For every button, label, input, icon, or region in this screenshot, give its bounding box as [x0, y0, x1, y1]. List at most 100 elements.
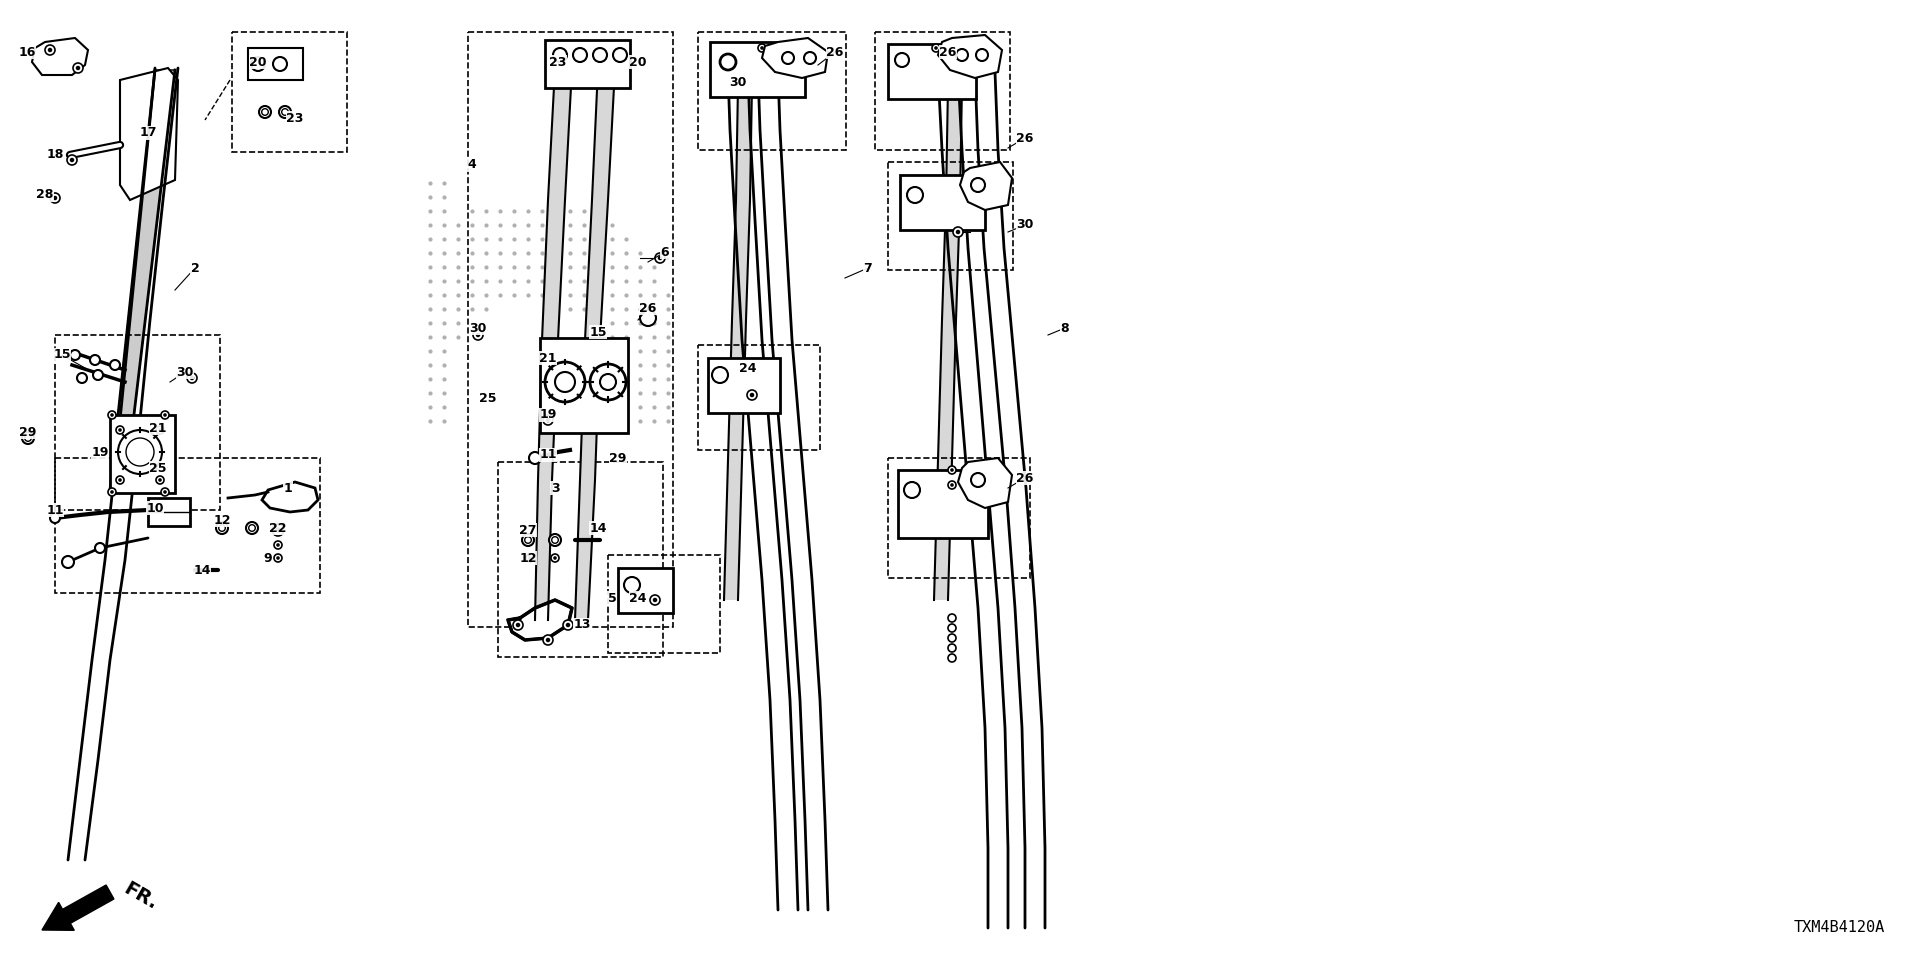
Circle shape — [156, 426, 163, 434]
Circle shape — [956, 229, 960, 234]
Circle shape — [109, 360, 119, 370]
Text: 11: 11 — [540, 448, 557, 462]
Text: 25: 25 — [150, 462, 167, 474]
Text: 17: 17 — [140, 127, 157, 139]
Circle shape — [624, 577, 639, 593]
Text: 21: 21 — [540, 351, 557, 365]
Circle shape — [109, 491, 113, 493]
Text: FR.: FR. — [119, 878, 161, 913]
Circle shape — [522, 534, 534, 546]
Circle shape — [67, 155, 77, 165]
Circle shape — [276, 556, 280, 560]
Text: 10: 10 — [146, 501, 163, 515]
Circle shape — [117, 430, 161, 474]
Bar — [109, 415, 175, 493]
Circle shape — [760, 46, 764, 50]
Circle shape — [645, 316, 651, 321]
Circle shape — [950, 483, 954, 487]
Circle shape — [77, 373, 86, 383]
Polygon shape — [732, 200, 751, 320]
Polygon shape — [939, 320, 956, 460]
Circle shape — [950, 468, 954, 471]
Polygon shape — [728, 320, 747, 460]
Circle shape — [555, 372, 574, 392]
Text: 4: 4 — [468, 158, 476, 172]
Circle shape — [572, 48, 588, 62]
Circle shape — [115, 426, 125, 434]
Text: 30: 30 — [730, 76, 747, 88]
Circle shape — [186, 373, 198, 383]
Text: 15: 15 — [54, 348, 71, 362]
Polygon shape — [538, 340, 559, 480]
Circle shape — [545, 362, 586, 402]
Circle shape — [513, 620, 522, 630]
Polygon shape — [509, 600, 572, 640]
Circle shape — [273, 57, 286, 71]
Circle shape — [108, 488, 115, 496]
Bar — [468, 32, 674, 627]
Circle shape — [639, 310, 657, 326]
Circle shape — [528, 556, 532, 560]
Polygon shape — [933, 460, 952, 600]
Bar — [56, 458, 321, 593]
Circle shape — [553, 556, 557, 560]
Circle shape — [781, 52, 795, 64]
Circle shape — [219, 525, 225, 531]
Bar — [545, 40, 630, 88]
Circle shape — [472, 330, 484, 340]
Circle shape — [975, 49, 989, 61]
Bar — [876, 32, 1010, 150]
Text: 16: 16 — [19, 45, 36, 59]
Text: 1: 1 — [284, 482, 292, 494]
Polygon shape — [943, 200, 960, 320]
Text: 20: 20 — [630, 56, 647, 68]
Text: 26: 26 — [1016, 132, 1033, 145]
Circle shape — [282, 108, 288, 115]
Circle shape — [551, 554, 559, 562]
Circle shape — [720, 54, 735, 70]
Circle shape — [108, 411, 115, 419]
Circle shape — [278, 106, 292, 118]
Bar — [609, 555, 720, 653]
Circle shape — [21, 432, 35, 444]
Text: 14: 14 — [589, 521, 607, 535]
Circle shape — [549, 534, 561, 546]
Text: 7: 7 — [864, 261, 872, 275]
Text: 23: 23 — [286, 111, 303, 125]
Circle shape — [526, 554, 534, 562]
Circle shape — [948, 614, 956, 622]
Circle shape — [948, 634, 956, 642]
Circle shape — [157, 428, 161, 432]
Circle shape — [948, 481, 956, 489]
Circle shape — [275, 554, 282, 562]
Circle shape — [948, 654, 956, 662]
Text: 30: 30 — [1016, 219, 1033, 231]
Text: 8: 8 — [1060, 322, 1069, 334]
Circle shape — [115, 476, 125, 484]
Circle shape — [50, 513, 60, 523]
Polygon shape — [119, 68, 179, 200]
Circle shape — [190, 375, 194, 380]
Circle shape — [543, 635, 553, 645]
Text: 14: 14 — [194, 564, 211, 577]
Circle shape — [906, 187, 924, 203]
Circle shape — [948, 466, 956, 474]
Bar — [148, 498, 190, 526]
Circle shape — [643, 313, 653, 323]
Circle shape — [758, 44, 766, 52]
Circle shape — [259, 106, 271, 118]
Circle shape — [935, 46, 937, 50]
Polygon shape — [541, 200, 564, 340]
Circle shape — [25, 435, 31, 442]
Circle shape — [593, 48, 607, 62]
Circle shape — [75, 65, 81, 70]
Circle shape — [543, 415, 553, 425]
Circle shape — [566, 623, 570, 627]
Circle shape — [545, 637, 551, 642]
Text: 29: 29 — [609, 451, 626, 465]
Circle shape — [553, 48, 566, 62]
Text: 29: 29 — [19, 425, 36, 439]
Bar — [248, 48, 303, 80]
Text: 27: 27 — [518, 523, 538, 537]
Bar — [618, 568, 674, 613]
